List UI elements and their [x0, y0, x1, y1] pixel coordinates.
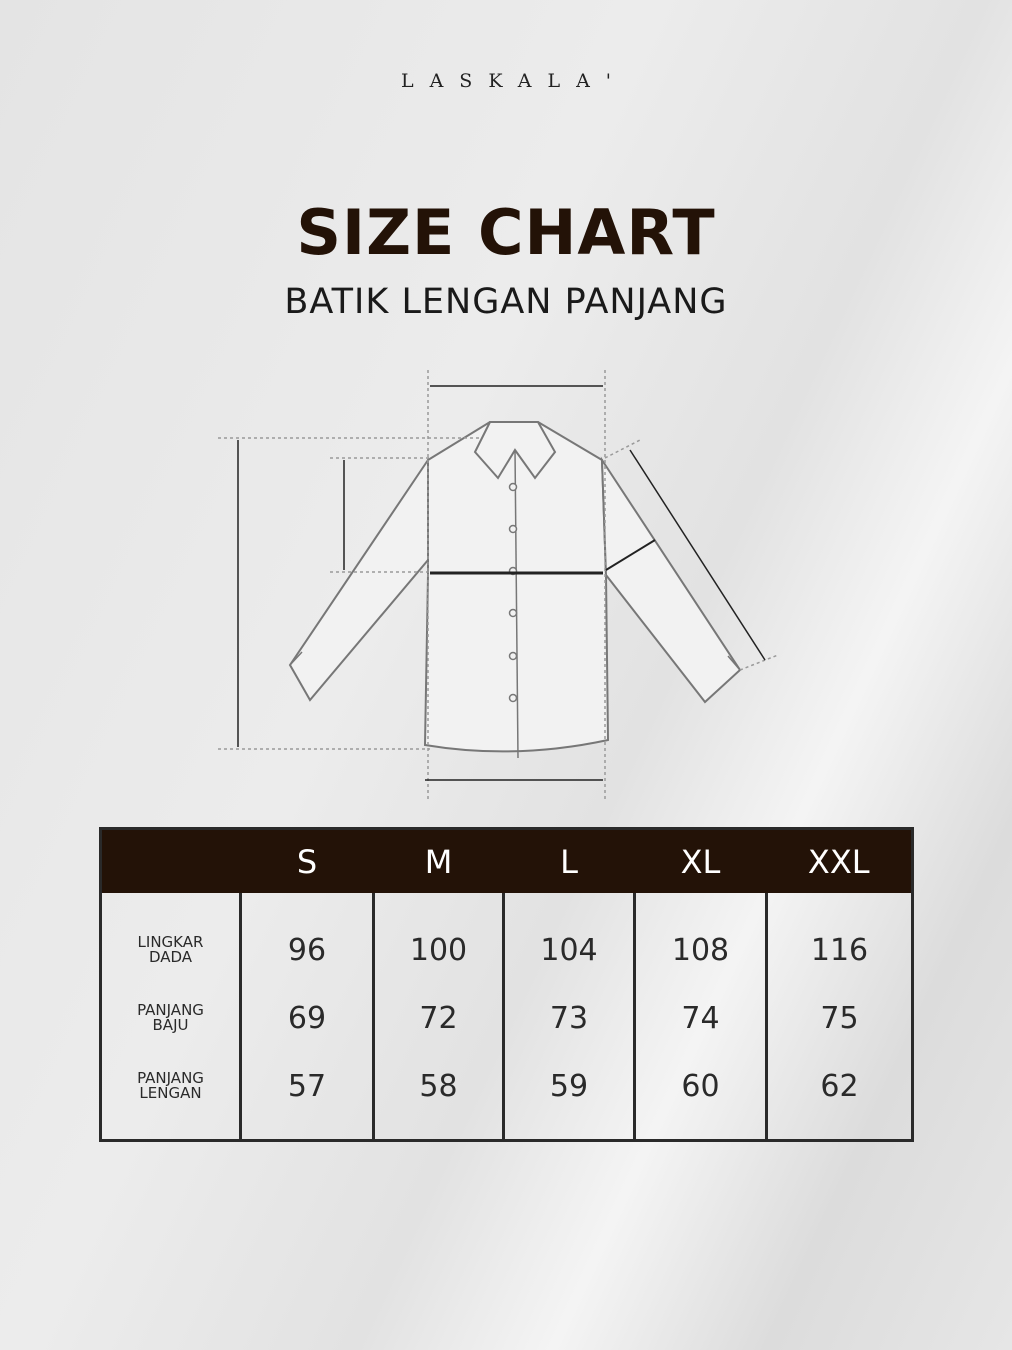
- buttons: [508, 482, 518, 703]
- table-cell: 57: [239, 1052, 374, 1141]
- table-row: PANJANG BAJU 69 72 73 74 75: [101, 984, 913, 1052]
- table-cell: 104: [502, 893, 635, 984]
- header-size-l: L: [503, 828, 635, 893]
- table-cell: 116: [765, 893, 913, 984]
- table-header-row: S M L XL XXL: [100, 828, 913, 893]
- table-cell: 72: [372, 984, 504, 1052]
- left-sleeve: [288, 456, 429, 702]
- table-cell: 58: [372, 1052, 504, 1141]
- table-cell: 69: [239, 984, 374, 1052]
- table-cell: 60: [633, 1052, 767, 1141]
- header-empty: [100, 828, 241, 893]
- header-size-xl: XL: [634, 828, 767, 893]
- table-row: LINGKAR DADA 96 100 104 108 116: [101, 893, 913, 984]
- table-cell: 75: [765, 984, 913, 1052]
- table-cell: 108: [633, 893, 767, 984]
- table-cell: 74: [633, 984, 767, 1052]
- page-title: SIZE CHART: [296, 196, 716, 269]
- size-table: S M L XL XXL LINGKAR DADA 96 100 104 108 …: [99, 827, 914, 1142]
- table-cell: 62: [765, 1052, 913, 1141]
- table-cell: 100: [372, 893, 504, 984]
- table-cell: 73: [502, 984, 635, 1052]
- header-size-xxl: XXL: [766, 828, 913, 893]
- page-subtitle: BATIK LENGAN PANJANG: [284, 282, 728, 322]
- table-cell: 59: [502, 1052, 635, 1141]
- row-label: PANJANG LENGAN: [137, 1069, 204, 1102]
- table-row: PANJANG LENGAN 57 58 59 60 62: [101, 1052, 913, 1141]
- header-size-m: M: [373, 828, 504, 893]
- right-sleeve: [600, 456, 742, 704]
- header-size-s: S: [240, 828, 374, 893]
- row-label: PANJANG BAJU: [137, 1001, 204, 1034]
- brand-logo: LASKALA': [400, 70, 628, 92]
- guide-lines: [218, 370, 779, 800]
- measure-arrows: [237, 385, 766, 781]
- row-label: LINGKAR DADA: [137, 933, 204, 966]
- shirt-diagram: [218, 370, 779, 800]
- table-cell: 96: [239, 893, 374, 984]
